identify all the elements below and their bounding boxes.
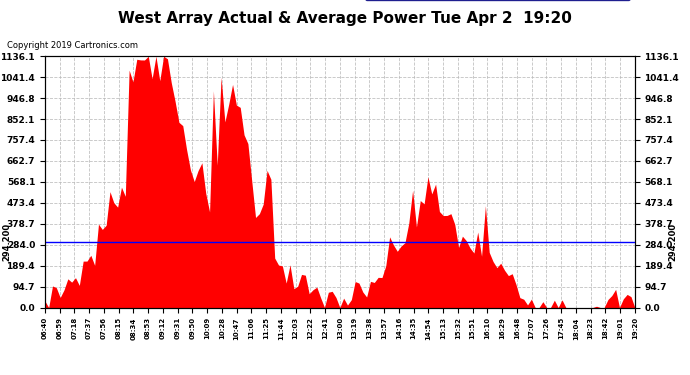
Text: 294.200: 294.200 [2, 224, 11, 261]
Text: 294.200: 294.200 [669, 224, 678, 261]
Text: Copyright 2019 Cartronics.com: Copyright 2019 Cartronics.com [7, 41, 138, 50]
Text: West Array Actual & Average Power Tue Apr 2  19:20: West Array Actual & Average Power Tue Ap… [118, 11, 572, 26]
